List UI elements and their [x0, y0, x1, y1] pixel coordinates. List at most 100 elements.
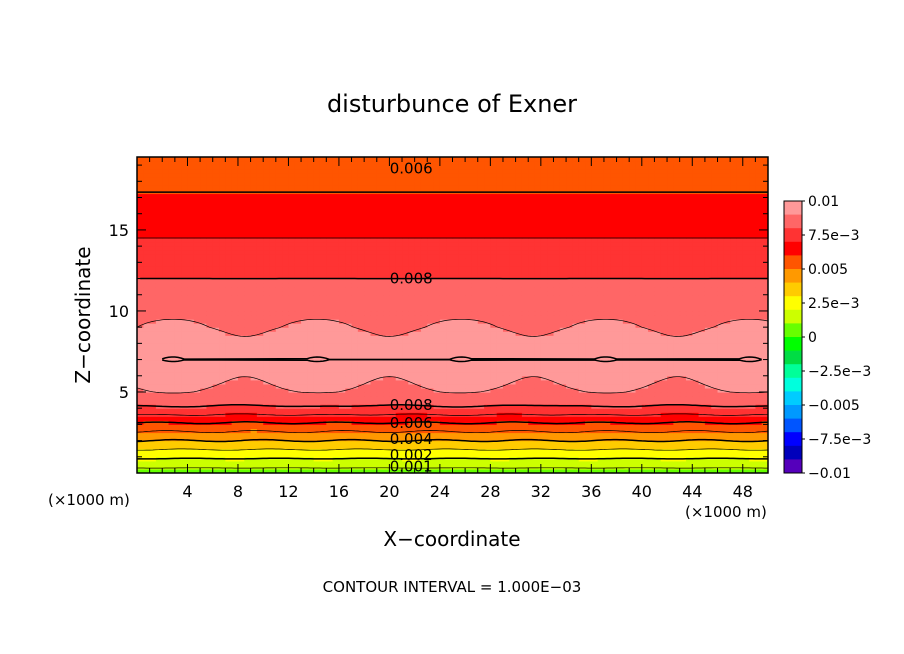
contour-cell	[610, 383, 618, 389]
contour-cell	[730, 432, 738, 438]
contour-cell	[357, 282, 365, 288]
contour-cell	[458, 428, 466, 434]
contour-cell	[585, 408, 592, 413]
contour-cell	[383, 436, 390, 442]
contour-cell	[540, 404, 548, 409]
contour-cell	[395, 343, 403, 349]
contour-cell	[654, 270, 662, 276]
contour-cell	[654, 302, 662, 308]
contour-cell	[212, 363, 220, 369]
contour-cell	[692, 270, 700, 276]
contour-cell	[414, 282, 422, 288]
contour-cell	[408, 278, 416, 284]
contour-cell	[383, 290, 390, 296]
contour-cell	[679, 408, 687, 413]
contour-cell	[269, 396, 277, 401]
contour-cell	[566, 270, 573, 276]
contour-cell	[288, 383, 296, 389]
contour-cell	[477, 464, 485, 470]
contour-cell	[667, 400, 674, 405]
contour-cell	[641, 452, 649, 458]
contour-cell	[446, 315, 454, 320]
contour-cell	[730, 448, 738, 454]
contour-cell	[540, 408, 548, 413]
contour-cell	[212, 391, 220, 397]
contour-cell	[685, 302, 693, 308]
contour-cell	[660, 306, 668, 312]
contour-cell	[597, 339, 605, 344]
contour-cell	[244, 420, 252, 425]
contour-cell	[547, 420, 555, 425]
contour-cell	[755, 323, 763, 328]
contour-cell	[477, 302, 485, 308]
contour-cell	[490, 375, 498, 381]
contour-cell	[137, 282, 144, 288]
contour-cell	[237, 416, 245, 421]
contour-cell	[395, 323, 403, 328]
contour-cell	[351, 448, 359, 454]
contour-cell	[534, 444, 542, 450]
contour-cell	[641, 416, 649, 421]
contour-cell	[383, 319, 390, 324]
contour-cell	[351, 400, 359, 405]
contour-cell	[408, 379, 416, 385]
contour-cell	[660, 468, 668, 473]
contour-cell	[685, 355, 693, 361]
contour-cell	[553, 452, 561, 458]
contour-cell	[736, 323, 744, 328]
contour-cell	[345, 408, 353, 413]
contour-cell	[496, 327, 504, 332]
contour-cell	[231, 315, 239, 320]
contour-cell	[137, 310, 144, 316]
contour-cell	[193, 359, 201, 365]
contour-cell	[704, 416, 712, 421]
contour-cell	[685, 387, 693, 393]
contour-cell	[395, 448, 403, 454]
contour-cell	[370, 351, 378, 357]
contour-cell	[332, 383, 340, 389]
contour-cell	[528, 315, 536, 320]
contour-cell	[137, 302, 144, 308]
contour-cell	[212, 290, 220, 296]
contour-cell	[515, 371, 523, 377]
contour-cell	[383, 335, 390, 340]
contour-cell	[465, 412, 473, 417]
contour-cell	[673, 359, 681, 365]
contour-cell	[237, 355, 245, 361]
contour-cell	[540, 391, 548, 397]
contour-cell	[357, 270, 365, 276]
contour-cell	[288, 306, 296, 312]
contour-cell	[288, 274, 296, 280]
contour-cell	[383, 306, 390, 312]
contour-cell	[446, 327, 454, 332]
contour-cell	[496, 460, 504, 466]
contour-cell	[711, 436, 719, 442]
contour-cell	[389, 306, 397, 312]
contour-cell	[566, 323, 573, 328]
contour-cell	[168, 367, 176, 373]
contour-cell	[364, 282, 372, 288]
contour-cell	[137, 436, 144, 442]
contour-cell	[231, 428, 239, 434]
contour-cell	[736, 464, 744, 470]
contour-cell	[502, 436, 510, 442]
contour-cell	[654, 286, 662, 292]
contour-cell	[364, 315, 372, 320]
contour-cell	[534, 331, 542, 336]
contour-cell	[244, 448, 252, 454]
contour-cell	[761, 323, 768, 328]
contour-cell	[395, 270, 403, 276]
contour-cell	[660, 335, 668, 340]
contour-cell	[162, 286, 170, 292]
contour-cell	[742, 367, 750, 373]
contour-cell	[338, 436, 346, 442]
contour-cell	[143, 416, 151, 421]
contour-cell	[288, 339, 296, 344]
contour-cell	[458, 379, 466, 385]
contour-cell	[244, 302, 252, 308]
contour-cell	[521, 347, 529, 353]
contour-cell	[383, 343, 390, 349]
contour-cell	[698, 339, 706, 344]
contour-cell	[370, 319, 378, 324]
contour-cell	[509, 424, 517, 430]
